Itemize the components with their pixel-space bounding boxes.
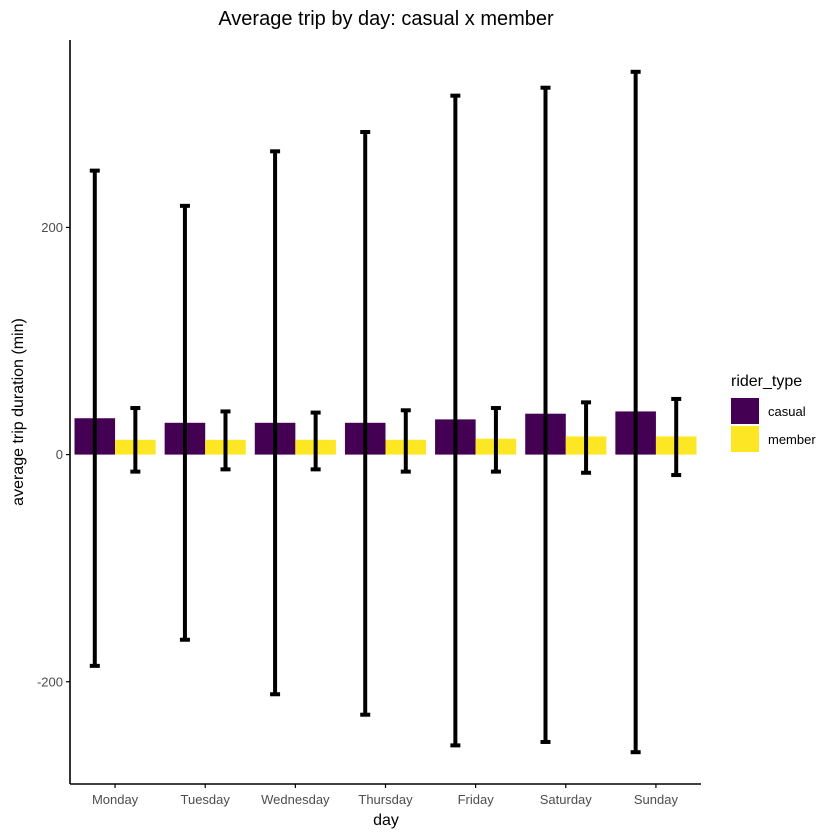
x-tick-label: Saturday [540,792,593,807]
error-bar-member-monday [130,406,141,474]
error-bar-member-sunday [671,396,682,478]
legend-swatch-member [731,426,759,452]
x-tick-label: Sunday [634,792,679,807]
legend: rider_type casual member [731,373,816,452]
error-bar-casual-friday [450,93,461,748]
error-bar-casual-monday [89,168,100,668]
chart-title: Average trip by day: casual x member [218,8,554,30]
error-bar-casual-sunday [630,69,641,755]
y-axis-ticks: -200 0 200 [37,220,70,689]
error-bar-member-friday [490,406,501,474]
error-bar-casual-thursday [360,130,371,717]
legend-swatch-casual [731,398,759,424]
y-tick-label: 0 [56,447,63,462]
plot-area [74,69,697,755]
y-tick-label: 200 [41,220,63,235]
x-tick-label: Wednesday [261,792,330,807]
x-axis-title: day [373,812,399,829]
x-tick-label: Monday [92,792,139,807]
error-bar-member-thursday [400,408,411,474]
x-tick-label: Friday [458,792,495,807]
y-axis-title: average trip duration (min) [10,318,27,506]
error-bar-member-tuesday [220,409,231,472]
y-tick-label: -200 [37,674,63,689]
error-bar-member-saturday [581,400,592,475]
error-bar-casual-tuesday [179,203,190,642]
x-axis-ticks: Monday Tuesday Wednesday Thursday Friday Satu… [92,784,679,807]
x-tick-label: Tuesday [181,792,231,807]
x-tick-label: Thursday [358,792,413,807]
legend-label-casual: casual [768,404,806,419]
legend-label-member: member [768,432,816,447]
error-bar-member-wednesday [310,410,321,472]
legend-title: rider_type [731,373,802,390]
error-bar-casual-saturday [540,85,551,744]
error-bar-casual-wednesday [270,149,281,697]
